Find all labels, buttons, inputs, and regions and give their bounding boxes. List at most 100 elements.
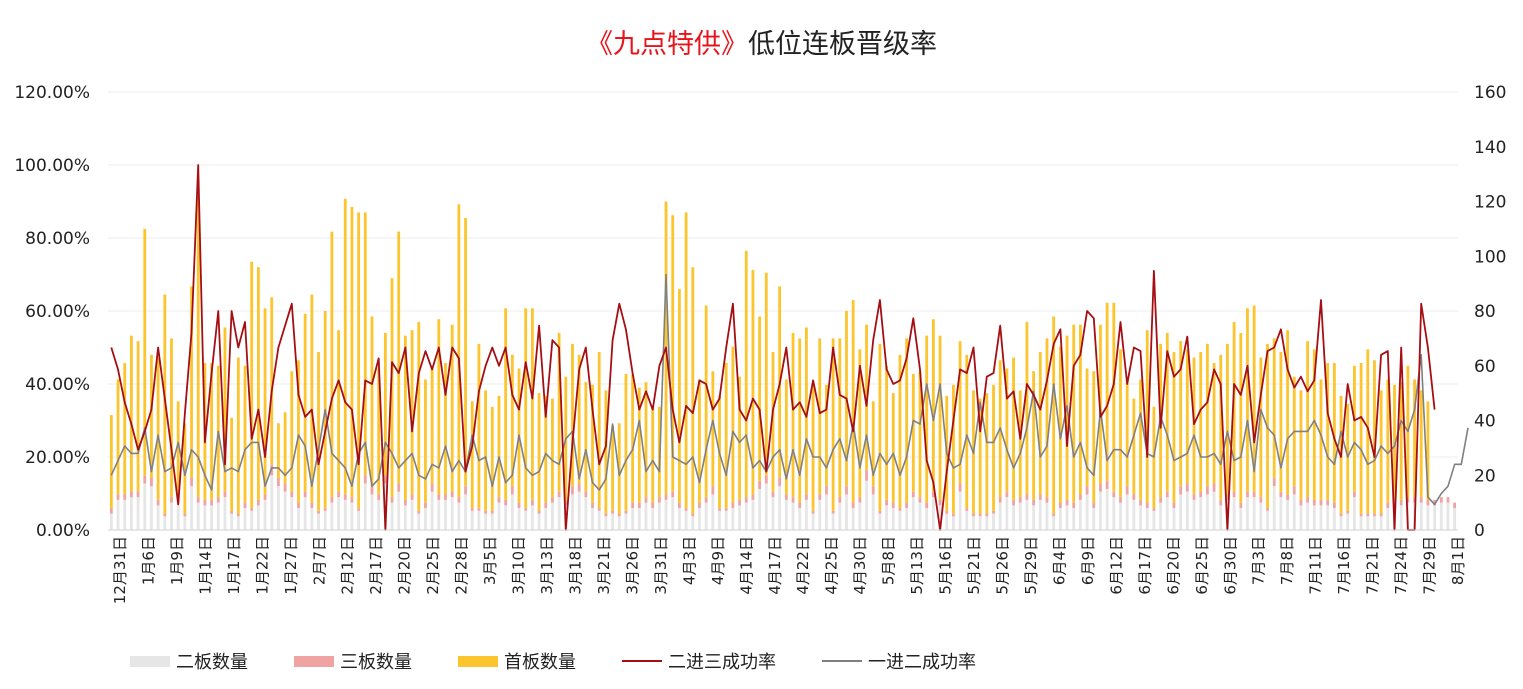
legend-swatch xyxy=(294,655,334,667)
bar-two-board xyxy=(678,508,681,530)
legend-label: 三板数量 xyxy=(340,652,412,673)
bar-first-board xyxy=(343,198,347,495)
bar-first-board xyxy=(591,384,594,503)
bar-two-board xyxy=(1165,497,1169,530)
legend-swatch xyxy=(130,655,170,667)
x-tick-label: 3月13日 xyxy=(538,536,556,595)
bar-two-board xyxy=(671,497,675,530)
bar-three-board xyxy=(236,513,240,517)
bar-three-board xyxy=(530,499,534,506)
bar-first-board xyxy=(1239,332,1243,503)
bar-first-board xyxy=(678,289,681,503)
bar-two-board xyxy=(1219,505,1223,530)
bar-three-board xyxy=(698,502,701,509)
bar-three-board xyxy=(931,491,935,498)
chart-title-prefix: 《九点特供》 xyxy=(586,29,748,60)
bar-three-board xyxy=(691,513,695,517)
bar-three-board xyxy=(150,477,153,487)
bar-three-board xyxy=(1339,513,1343,517)
x-tick-label: 7月16日 xyxy=(1335,536,1353,595)
bar-three-board xyxy=(143,475,147,484)
bar-first-board xyxy=(1359,363,1363,514)
bar-two-board xyxy=(517,508,521,530)
bar-two-board xyxy=(343,499,347,530)
bar-first-board xyxy=(1038,352,1042,495)
x-tick-label: 6月17日 xyxy=(1136,536,1154,595)
bar-first-board xyxy=(1426,401,1430,500)
x-tick-label: 6月30日 xyxy=(1221,536,1239,595)
bar-two-board xyxy=(1145,508,1149,530)
bar-first-board xyxy=(1205,343,1209,487)
bar-first-board xyxy=(437,319,441,495)
bar-three-board xyxy=(764,475,768,484)
bar-three-board xyxy=(1099,483,1102,492)
bar-two-board xyxy=(250,510,254,530)
bar-three-board xyxy=(1259,497,1263,503)
bar-first-board xyxy=(644,382,648,498)
bar-first-board xyxy=(1052,316,1056,514)
bar-two-board xyxy=(397,491,401,530)
y-left-tick-label: 20.00% xyxy=(25,448,90,468)
bar-two-board xyxy=(911,497,915,530)
bar-two-board xyxy=(1005,497,1009,530)
bar-three-board xyxy=(1373,513,1376,517)
bar-first-board xyxy=(931,319,935,492)
bar-three-board xyxy=(1326,499,1330,506)
bar-first-board xyxy=(758,316,762,481)
bar-first-board xyxy=(109,415,113,509)
bar-two-board xyxy=(183,516,187,530)
bar-two-board xyxy=(1286,499,1289,530)
y-left-tick-label: 60.00% xyxy=(25,302,90,322)
bar-three-board xyxy=(972,513,975,517)
bar-three-board xyxy=(410,494,414,500)
bar-two-board xyxy=(156,505,160,530)
bar-first-board xyxy=(424,379,427,503)
bar-first-board xyxy=(497,395,501,498)
bar-first-board xyxy=(444,363,447,495)
bar-first-board xyxy=(1165,332,1169,492)
bar-three-board xyxy=(129,491,133,498)
bar-two-board xyxy=(1453,508,1457,530)
bar-first-board xyxy=(1005,368,1009,492)
bar-first-board xyxy=(631,373,635,503)
bar-three-board xyxy=(1125,486,1129,495)
bar-two-board xyxy=(905,508,909,530)
bar-two-board xyxy=(684,510,688,530)
bar-three-board xyxy=(337,491,340,498)
bar-three-board xyxy=(731,502,735,509)
legend-label: 首板数量 xyxy=(504,652,576,673)
bar-first-board xyxy=(524,308,528,509)
y-right-tick-label: 40 xyxy=(1474,412,1496,432)
bar-three-board xyxy=(985,513,989,517)
bar-three-board xyxy=(798,502,802,509)
bar-first-board xyxy=(577,354,581,484)
bar-three-board xyxy=(617,513,621,517)
bar-three-board xyxy=(811,510,815,514)
bar-three-board xyxy=(865,469,868,481)
x-tick-label: 1月17日 xyxy=(225,536,243,595)
bar-two-board xyxy=(403,505,407,530)
bar-two-board xyxy=(297,508,300,530)
bar-three-board xyxy=(1025,494,1029,500)
bar-three-board xyxy=(1179,486,1183,495)
bar-two-board xyxy=(811,513,815,530)
bar-first-board xyxy=(831,338,835,511)
bar-three-board xyxy=(477,508,481,511)
bar-first-board xyxy=(818,338,822,495)
bar-three-board xyxy=(243,502,247,509)
bar-three-board xyxy=(657,497,661,503)
bar-first-board xyxy=(377,368,381,495)
legend-item: 二板数量 xyxy=(130,648,248,674)
bar-three-board xyxy=(196,497,200,503)
x-tick-label: 7月29日 xyxy=(1421,536,1439,595)
bar-first-board xyxy=(484,390,488,511)
bar-three-board xyxy=(1192,494,1196,500)
bar-two-board xyxy=(1012,505,1015,530)
bar-two-board xyxy=(1052,516,1056,530)
bar-two-board xyxy=(557,497,561,530)
bar-three-board xyxy=(718,508,721,511)
bar-first-board xyxy=(1172,352,1176,503)
bar-first-board xyxy=(1072,324,1076,503)
bar-two-board xyxy=(109,513,113,530)
